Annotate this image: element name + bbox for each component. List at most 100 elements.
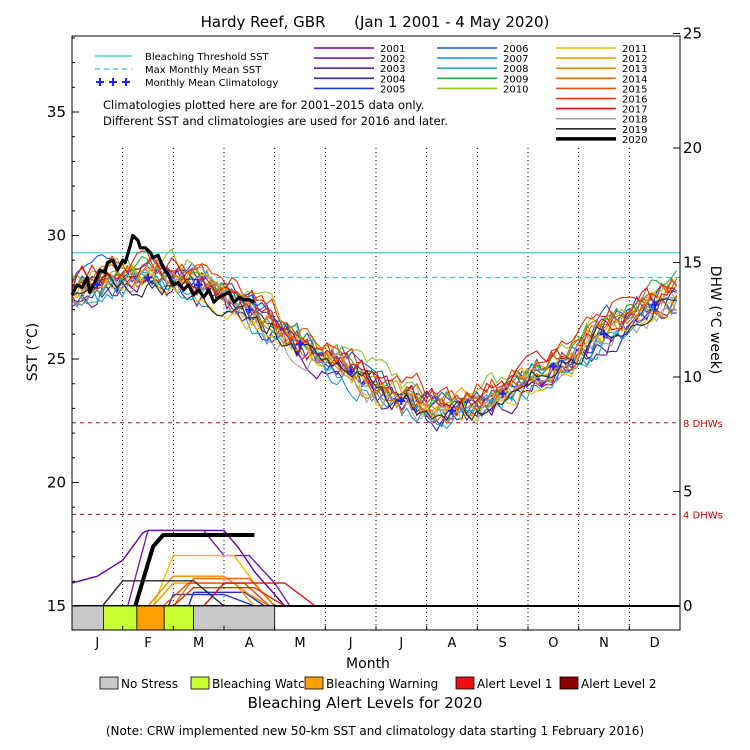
climatology-marker: [650, 300, 659, 309]
month-label: J: [94, 636, 99, 651]
axes-layer: 15 20 25 30 35 0 5 10 15 20 25 J F M A M J J A S O N D: [47, 25, 702, 652]
climatology-marker: [93, 280, 102, 289]
grid-layer: [122, 148, 630, 630]
sst-line-2015: [71, 264, 678, 407]
legend-label-2019: 2019: [622, 125, 647, 136]
climatology-marker: [144, 273, 152, 282]
dhw-threshold-label: 4 DHWs: [683, 510, 723, 521]
alert-legend-label: Alert Level 2: [581, 677, 657, 691]
legend-label-2014: 2014: [622, 74, 647, 85]
sst-line-2010: [71, 247, 678, 416]
dhw-line-2016: [172, 587, 286, 607]
month-label: M: [294, 636, 305, 651]
climatology-marker: [397, 396, 406, 405]
legend-label-2016: 2016: [622, 95, 647, 106]
legend-label-2012: 2012: [622, 54, 647, 65]
alert-legend: No Stress Bleaching Watch Bleaching Warnin…: [99, 676, 657, 691]
legend-label-2006: 2006: [503, 44, 528, 55]
legend-label-2008: 2008: [503, 64, 528, 75]
chart-title: Hardy Reef, GBR (Jan 1 2001 - 4 May 2020…: [201, 13, 550, 31]
alert-legend-swatch: [304, 676, 324, 690]
alert-legend-swatch: [99, 676, 119, 690]
climatology-marker: [448, 406, 456, 415]
y-tick-label: 15: [47, 597, 66, 615]
y-tick-label: 20: [47, 474, 66, 492]
legend-label-2013: 2013: [622, 64, 647, 75]
legend-note-line2: Different SST and climatologies are used…: [103, 114, 448, 128]
month-label: J: [348, 636, 353, 651]
alert-legend-label: Bleaching Warning: [326, 677, 438, 691]
legend-label-2017: 2017: [622, 105, 647, 116]
alert-legend-label: Alert Level 1: [477, 677, 553, 691]
climatology-marker: [194, 280, 203, 289]
month-label: A: [448, 636, 457, 651]
sst-line-2018: [71, 266, 678, 426]
dhw-line-2017: [203, 582, 316, 607]
y2-tick-label: 15: [683, 254, 702, 272]
x-axis-title: Month: [346, 656, 390, 672]
climatology-marker: [600, 330, 608, 339]
month-label: F: [144, 636, 151, 651]
legend-climatology-marker: [109, 78, 117, 86]
climatology-marker: [296, 340, 304, 349]
dhw-line-2002: [127, 529, 291, 607]
legend-climatology-marker: [96, 78, 104, 86]
y-tick-label: 35: [47, 103, 66, 121]
y2-tick-label: 5: [683, 483, 693, 501]
y2-axis-title: DHW (°C week): [707, 266, 723, 375]
reference-legend: Bleaching Threshold SST Max Monthly Mean…: [95, 52, 448, 128]
month-label: J: [398, 636, 403, 651]
dhw-line-2019: [101, 580, 225, 607]
legend-threshold-label: Bleaching Threshold SST: [145, 52, 270, 63]
legend-label-2004: 2004: [380, 74, 405, 85]
legend-label-2002: 2002: [380, 54, 405, 65]
sst-line-2013: [71, 257, 678, 413]
y-axis-title: SST (°C): [25, 323, 41, 381]
alert-segment: [163, 605, 195, 631]
y-tick-label: 25: [47, 350, 66, 368]
dhw-series: [71, 529, 680, 607]
month-label: S: [499, 636, 507, 651]
alert-legend-label: Bleaching Watch: [212, 677, 312, 691]
legend-label-2011: 2011: [622, 44, 647, 55]
legend-label-2003: 2003: [380, 64, 405, 75]
sst-line-2016: [71, 250, 678, 403]
climatology-markers: [93, 273, 659, 415]
alert-legend-label: No Stress: [121, 677, 178, 691]
y2-tick-label: 20: [683, 139, 702, 157]
alert-bar: [71, 605, 276, 631]
month-label: A: [245, 636, 254, 651]
sst-line-2003: [71, 266, 678, 428]
legend-mmm-label: Max Monthly Mean SST: [145, 65, 262, 76]
month-label: D: [650, 636, 660, 651]
y2-tick-label: 0: [683, 597, 693, 615]
legend-label-2010: 2010: [503, 84, 528, 95]
alert-segment: [71, 605, 104, 631]
legend-label-2015: 2015: [622, 84, 647, 95]
legend-label-2005: 2005: [380, 84, 405, 95]
legend-climatology-label: Monthly Mean Climatology: [145, 78, 278, 89]
month-label: N: [599, 636, 609, 651]
alert-segment: [103, 605, 138, 631]
month-label: M: [193, 636, 204, 651]
y2-tick-label: 10: [683, 368, 702, 386]
legend-note-line1: Climatologies plotted here are for 2001–…: [103, 98, 424, 112]
y2-tick-label: 25: [683, 25, 702, 43]
legend-label-2007: 2007: [503, 54, 528, 65]
legend-climatology-marker: [122, 78, 130, 86]
climatology-marker: [498, 389, 507, 398]
climatology-marker: [346, 367, 355, 376]
legend-label-2018: 2018: [622, 115, 647, 126]
sst-series: [70, 233, 678, 432]
climatology-marker: [549, 362, 558, 371]
alert-segment: [193, 605, 276, 631]
alert-legend-swatch: [190, 676, 210, 690]
dhw-line-2013: [147, 575, 270, 607]
sst-line-2020: [70, 233, 256, 304]
month-label: O: [548, 636, 558, 651]
legend-label-2009: 2009: [503, 74, 528, 85]
alert-legend-swatch: [559, 676, 579, 690]
y-tick-label: 30: [47, 227, 66, 245]
dhw-line-2004: [187, 591, 265, 607]
